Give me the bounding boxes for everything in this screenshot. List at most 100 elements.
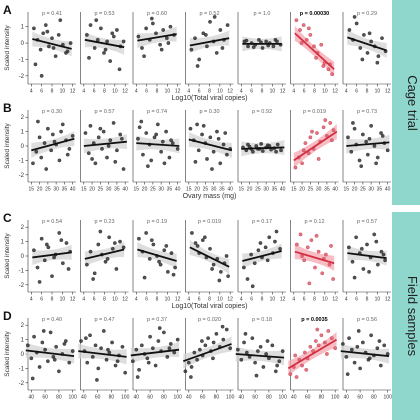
- data-point: [139, 343, 144, 348]
- data-point: [308, 135, 313, 140]
- x-tick-label: 8: [103, 89, 106, 95]
- x-tick-label: 6: [355, 297, 358, 303]
- x-tick-label: 25: [150, 187, 156, 193]
- data-point: [40, 340, 45, 345]
- data-point: [190, 231, 194, 235]
- x-tick-label: 15: [291, 187, 297, 193]
- x-tick-label: 100: [174, 395, 183, 401]
- data-point: [88, 333, 92, 338]
- data-point: [67, 360, 72, 365]
- data-point: [61, 261, 65, 266]
- data-point: [278, 246, 282, 251]
- data-point: [136, 34, 141, 39]
- data-point: [37, 280, 42, 284]
- data-point: [110, 246, 115, 251]
- x-tick-label: 4: [240, 89, 243, 95]
- x-tick-label: 40: [344, 395, 350, 401]
- data-point: [383, 258, 387, 263]
- data-point: [37, 365, 42, 369]
- regression-line: [137, 33, 177, 42]
- x-tick-label: 12: [385, 297, 391, 303]
- data-point: [236, 347, 240, 352]
- data-point: [365, 152, 370, 157]
- data-point: [44, 242, 49, 247]
- y-tick-label: 1: [21, 25, 25, 31]
- x-tick-label: 8: [208, 89, 211, 95]
- data-point: [358, 366, 362, 371]
- data-point: [56, 33, 61, 37]
- data-point: [315, 131, 319, 135]
- data-point: [112, 241, 117, 245]
- data-point: [246, 44, 250, 49]
- data-point: [385, 148, 390, 153]
- regression-line: [287, 338, 338, 370]
- data-point: [210, 167, 214, 171]
- data-point: [369, 333, 373, 338]
- data-point: [121, 39, 126, 44]
- data-point: [151, 346, 155, 351]
- panel-a-6: p = 0.00030 4 6 8 10 12: [290, 11, 339, 95]
- x-tick-label: 25: [360, 187, 366, 193]
- data-point: [256, 349, 260, 353]
- x-tick-label: 40: [81, 395, 87, 401]
- data-point: [96, 366, 101, 371]
- x-tick-label: 10: [375, 297, 381, 303]
- data-point: [88, 123, 93, 128]
- data-point: [92, 46, 97, 50]
- x-tick-label: 12: [280, 89, 286, 95]
- data-point: [193, 241, 198, 245]
- data-point: [142, 275, 147, 280]
- data-point: [167, 155, 172, 160]
- data-point: [70, 134, 75, 138]
- data-point: [43, 23, 48, 27]
- x-tick-label: 10: [165, 89, 171, 95]
- x-tick-label: 40: [385, 187, 391, 193]
- data-point: [62, 342, 67, 346]
- data-point: [304, 37, 309, 42]
- data-point: [33, 62, 38, 67]
- data-point: [52, 357, 57, 362]
- x-tick-label: 60: [95, 395, 101, 401]
- data-point: [224, 254, 229, 258]
- regression-line: [32, 38, 72, 50]
- x-tick-label: 30: [53, 187, 59, 193]
- y-tick-label: -1: [19, 57, 25, 63]
- data-point: [258, 241, 263, 245]
- data-point: [100, 147, 104, 151]
- data-point: [111, 121, 116, 125]
- x-tick-label: 4: [345, 297, 348, 303]
- x-tick-label: 6: [303, 297, 306, 303]
- data-point: [354, 235, 358, 240]
- data-point: [215, 129, 219, 134]
- x-tick-label: 12: [70, 297, 76, 303]
- panel-a-2: p = 0.53 4 6 8 10 12: [80, 11, 129, 95]
- p-value-label: p = 0.74: [147, 109, 167, 115]
- panel-d-7: p = 0.56 40 60 80 100: [340, 317, 392, 401]
- data-point: [369, 39, 373, 44]
- data-point: [208, 135, 213, 140]
- x-tick-label: 10: [165, 297, 171, 303]
- x-tick-label: 4: [187, 297, 190, 303]
- data-point: [309, 238, 314, 243]
- data-point: [195, 122, 199, 127]
- data-point: [200, 339, 204, 343]
- row-d: D Scaled intensity 2 1 0 -1 -2 p = 0.40 40 60 80 10…: [3, 309, 392, 401]
- data-point: [85, 33, 89, 37]
- data-point: [144, 26, 148, 31]
- data-point: [108, 138, 113, 143]
- p-value-label: p = 0.57: [357, 219, 377, 225]
- row-letter: D: [3, 309, 12, 323]
- x-tick-label: 4: [30, 297, 33, 303]
- data-point: [211, 340, 216, 345]
- regression-line: [137, 248, 177, 262]
- data-point: [201, 123, 206, 128]
- data-point: [214, 331, 219, 336]
- data-point: [107, 235, 112, 240]
- y-tick-label: 1: [21, 240, 25, 246]
- data-point: [365, 51, 370, 55]
- x-tick-label: 4: [135, 297, 138, 303]
- data-point: [330, 138, 334, 143]
- x-tick-label: 15: [29, 187, 35, 193]
